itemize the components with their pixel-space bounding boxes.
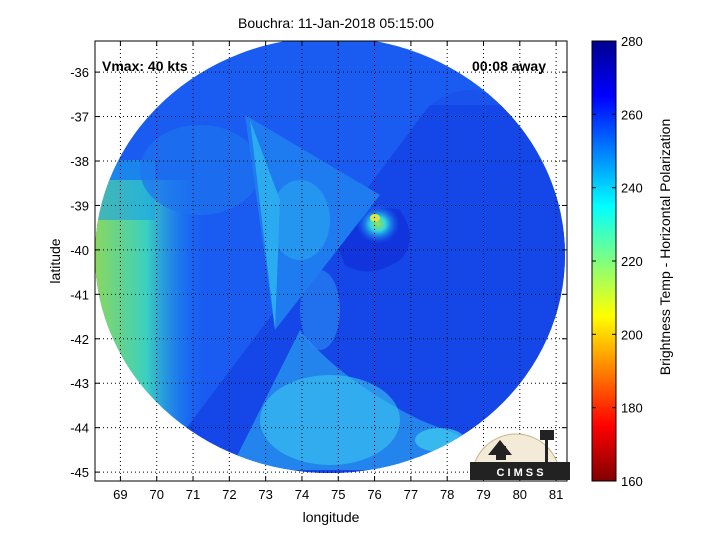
y-tick-label: -37	[70, 110, 89, 125]
grid-lines	[95, 41, 567, 481]
cimss-logo: C I M S S	[470, 430, 570, 480]
colorbar-tick-label: 200	[621, 327, 643, 342]
y-tick-labels: -36 -37 -38 -39 -40 -41 -42 -43 -44 -45	[70, 65, 89, 480]
colorbar-tick-label: 160	[621, 474, 643, 489]
y-tick-label: -43	[70, 376, 89, 391]
x-tick-label: 70	[149, 487, 163, 502]
colorbar-tick-label: 180	[621, 401, 643, 416]
y-tick-label: -45	[70, 465, 89, 480]
x-tick-label: 71	[186, 487, 200, 502]
x-tick-labels: 69 70 71 72 73 74 75 76 77 78 79 80 81	[113, 487, 563, 502]
x-tick-label: 74	[295, 487, 309, 502]
colorbar-tick-label: 220	[621, 254, 643, 269]
y-tick-label: -36	[70, 65, 89, 80]
x-axis-label: longitude	[303, 509, 360, 525]
chart-title: Bouchra: 11-Jan-2018 05:15:00	[238, 15, 434, 31]
x-tick-label: 80	[513, 487, 527, 502]
x-tick-label: 79	[476, 487, 490, 502]
y-tick-label: -42	[70, 332, 89, 347]
colorbar-tick-label: 260	[621, 107, 643, 122]
y-tick-label: -38	[70, 154, 89, 169]
colorbar-tick-label: 280	[621, 34, 643, 49]
y-tick-label: -41	[70, 287, 89, 302]
cimss-logo-text: C I M S S	[496, 467, 543, 479]
axis-ticks	[95, 41, 567, 481]
y-tick-label: -44	[70, 421, 89, 436]
y-axis-label: latitude	[47, 238, 63, 283]
vmax-label: Vmax: 40 kts	[102, 58, 188, 74]
x-tick-label: 81	[549, 487, 563, 502]
colorbar-tick-label: 240	[621, 181, 643, 196]
colorbar-label: Brightness Temp - Horizontal Polarizatio…	[657, 119, 673, 376]
x-tick-label: 78	[440, 487, 454, 502]
x-tick-label: 73	[258, 487, 272, 502]
x-tick-label: 75	[331, 487, 345, 502]
x-tick-label: 69	[113, 487, 127, 502]
storm-eye	[356, 204, 400, 244]
colorbar-ticks: 280 260 240 220 200 180 160	[592, 34, 643, 489]
time-away-label: 00:08 away	[472, 58, 546, 74]
x-tick-label: 76	[367, 487, 381, 502]
plot-frame	[94, 40, 568, 482]
x-tick-label: 72	[222, 487, 236, 502]
y-tick-label: -39	[70, 198, 89, 213]
y-tick-label: -40	[70, 243, 89, 258]
x-tick-label: 77	[404, 487, 418, 502]
